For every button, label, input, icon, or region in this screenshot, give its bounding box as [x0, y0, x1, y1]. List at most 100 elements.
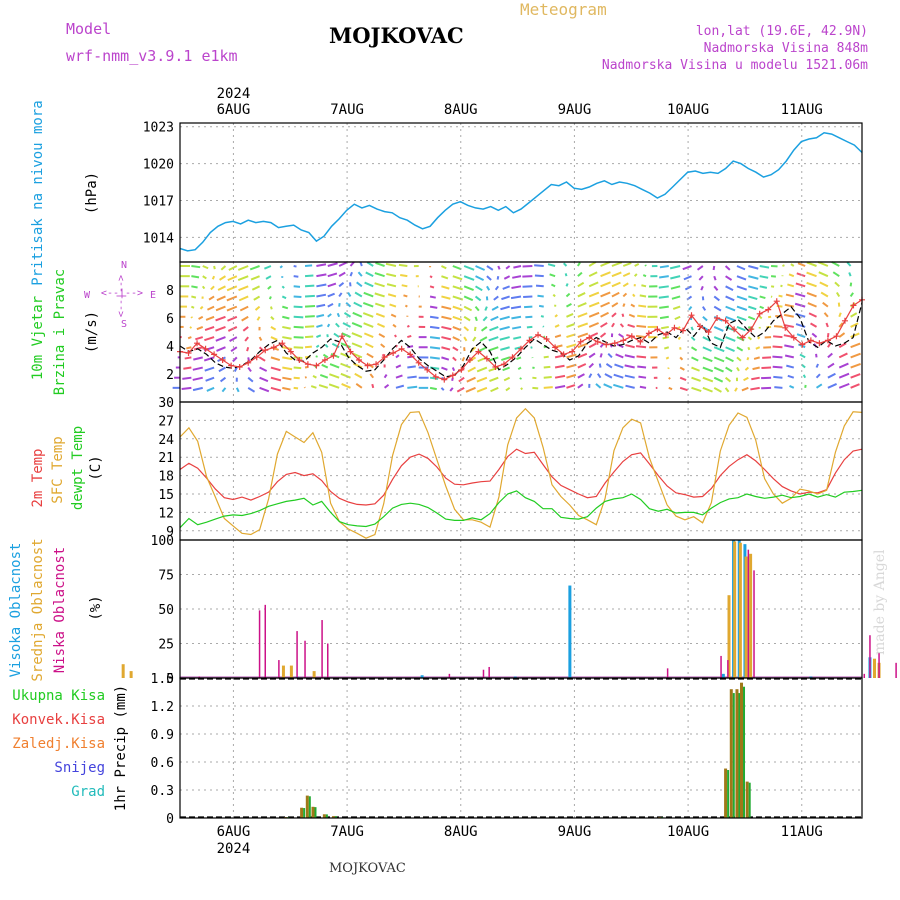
wind-barb — [588, 362, 594, 369]
mid-cloud-bar — [733, 541, 737, 678]
wind-barb — [838, 352, 848, 359]
wind-barb — [543, 355, 549, 359]
wind-barb — [850, 362, 861, 369]
wind-speed-marker — [424, 366, 431, 373]
wind-barb — [205, 315, 215, 321]
wind-barb — [802, 374, 807, 379]
wind-barb — [659, 265, 669, 269]
wind-barb — [822, 301, 829, 308]
mid-cloud-bar — [129, 671, 133, 678]
wind-speed-marker — [586, 334, 593, 341]
wind-barb — [362, 312, 374, 318]
wind-barb — [429, 346, 441, 350]
wind-barb — [513, 336, 522, 340]
wind-speed-marker — [739, 334, 746, 341]
wind-barb — [789, 385, 795, 389]
wind-barb — [725, 305, 736, 312]
wind-barb — [211, 275, 216, 280]
precip-total-bar — [727, 770, 730, 818]
wind-barb — [827, 352, 833, 359]
wind-barb — [748, 265, 759, 270]
low-cloud-bar — [327, 643, 329, 678]
mid-cloud-bar — [727, 595, 731, 678]
wind-speed-marker — [364, 362, 371, 369]
wind-barb — [795, 282, 806, 288]
wind-barb — [227, 315, 238, 322]
wind-speed-marker — [671, 324, 678, 331]
wind-barb — [577, 332, 589, 339]
wind-barb — [452, 336, 460, 342]
wind-barb — [499, 315, 510, 321]
wind-barb — [628, 313, 636, 318]
wind-barb — [796, 333, 806, 339]
wind-speed-marker — [807, 337, 814, 344]
wind-barb — [341, 332, 351, 338]
wind-barb — [329, 373, 340, 379]
panel-frame — [179, 261, 863, 403]
wind-barb — [577, 383, 584, 389]
wind-barb — [282, 386, 291, 391]
wind-tick-label: 2 — [166, 368, 174, 383]
wind-speed-marker — [662, 331, 669, 338]
wind-speed-marker — [407, 351, 414, 358]
wind-barb — [219, 275, 227, 281]
wind-barb — [241, 315, 249, 322]
wind-barb — [304, 315, 315, 318]
precip-ylabel: 1hr Precip (mm) — [113, 685, 129, 811]
wind-barb — [611, 312, 617, 318]
wind-barb — [787, 374, 795, 379]
wind-barb — [588, 271, 598, 278]
wind-barb — [540, 315, 544, 318]
wind-barb — [501, 295, 510, 301]
precip-legend-label: Zaledj.Kisa — [12, 736, 105, 752]
wind-barb — [702, 346, 712, 352]
compass-ew-arrow: <--|--> — [101, 288, 143, 299]
wind-barb — [204, 366, 215, 372]
wind-barb — [366, 261, 374, 267]
wind-barb — [196, 325, 204, 331]
temp-dewpt-line — [179, 489, 863, 529]
wind-barb — [577, 352, 588, 359]
pressure-tick-label: 1023 — [143, 121, 174, 136]
wind-barb — [510, 305, 522, 310]
wind-barb — [374, 272, 385, 278]
wind-barb — [304, 264, 313, 267]
wind-barb — [838, 312, 842, 318]
wind-speed-marker — [637, 338, 644, 345]
wind-speed-marker — [194, 340, 201, 347]
wind-barb — [463, 315, 471, 322]
wind-barb — [635, 335, 647, 339]
cloud-tick-label: 100 — [151, 534, 174, 549]
wind-barb — [190, 305, 195, 309]
wind-barb — [375, 261, 385, 267]
wind-barb — [304, 345, 312, 349]
wind-barb — [304, 284, 315, 288]
wind-speed-marker — [569, 348, 576, 355]
temp-2m-line — [179, 448, 863, 506]
wind-barb — [611, 322, 615, 328]
precip-bar — [300, 807, 304, 818]
low-cloud-bar — [304, 640, 306, 678]
wind-barb — [554, 385, 566, 389]
wind-speed-marker — [799, 341, 806, 348]
wind-barb — [702, 376, 714, 383]
wind-barb — [849, 282, 853, 287]
wind-speed-marker — [535, 331, 542, 338]
wind-barb — [475, 275, 485, 282]
wind-barb — [352, 311, 363, 318]
wind-barb — [517, 366, 522, 371]
wind-barb — [304, 335, 314, 339]
wind-barb — [624, 354, 635, 359]
temp-dewpt-ylabel: dewpt Temp — [70, 426, 86, 510]
wind-barb — [772, 355, 783, 359]
wind-barb — [691, 376, 701, 382]
wind-barb — [588, 332, 599, 338]
precip-tick-label: 0.9 — [151, 728, 174, 743]
wind-barb — [566, 313, 574, 318]
wind-speed-marker — [211, 351, 218, 358]
wind-speed-marker — [603, 341, 610, 348]
low-cloud-bar — [869, 635, 871, 678]
wind-barb — [622, 262, 632, 267]
wind-speed-marker — [731, 326, 738, 333]
